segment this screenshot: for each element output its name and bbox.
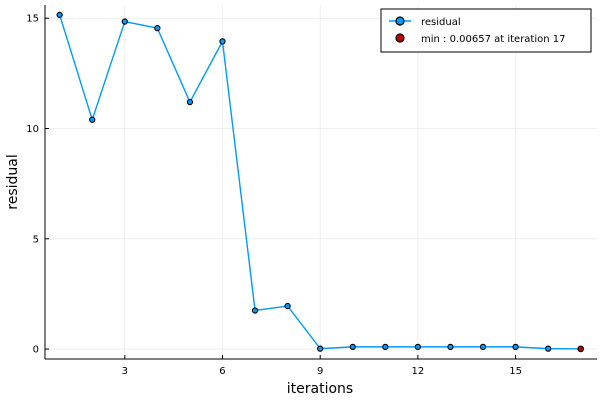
residual-data-point — [479, 343, 487, 351]
residual-data-point — [121, 18, 128, 25]
residual-data-point — [219, 38, 226, 45]
x-tick-label: 9 — [317, 366, 323, 377]
y-tick-label: 0 — [33, 345, 39, 356]
minimum-point — [577, 345, 585, 353]
residual-data-point — [382, 343, 389, 351]
residual-data-point — [545, 345, 552, 352]
legend-box — [380, 8, 592, 53]
y-tick-label: 5 — [33, 234, 39, 245]
ticks: 3 6 9 12 15 0 5 10 15 — [26, 14, 522, 377]
x-tick-label: 15 — [509, 366, 522, 377]
residual-data-point — [56, 11, 63, 19]
x-axis-title: iterations — [287, 381, 353, 397]
axes — [44, 5, 597, 360]
legend-label-min: min : 0.00657 at iteration 17 — [421, 34, 566, 45]
residual-data-point — [186, 98, 194, 106]
residual-data-point — [447, 343, 454, 351]
legend-marker-min — [395, 33, 405, 43]
residual-data-point — [284, 302, 291, 310]
residual-data-point — [154, 25, 161, 32]
y-tick-label: 10 — [26, 124, 39, 135]
residual-data-point — [349, 343, 356, 351]
residual-data-point — [414, 343, 422, 351]
legend-marker-residual — [395, 16, 405, 26]
series — [56, 11, 585, 353]
residual-data-point — [317, 345, 324, 352]
grid — [45, 5, 597, 359]
residual-data-point — [251, 307, 259, 314]
y-tick-label: 15 — [26, 14, 39, 25]
x-tick-label: 6 — [219, 366, 225, 377]
legend-label-residual: residual — [421, 17, 461, 28]
residual-data-point — [89, 116, 96, 123]
y-axis-title: residual — [5, 154, 21, 209]
residual-data-point — [512, 343, 519, 351]
x-tick-label: 12 — [412, 366, 425, 377]
legend: residual min : 0.00657 at iteration 17 — [380, 8, 592, 53]
x-tick-label: 3 — [122, 366, 128, 377]
